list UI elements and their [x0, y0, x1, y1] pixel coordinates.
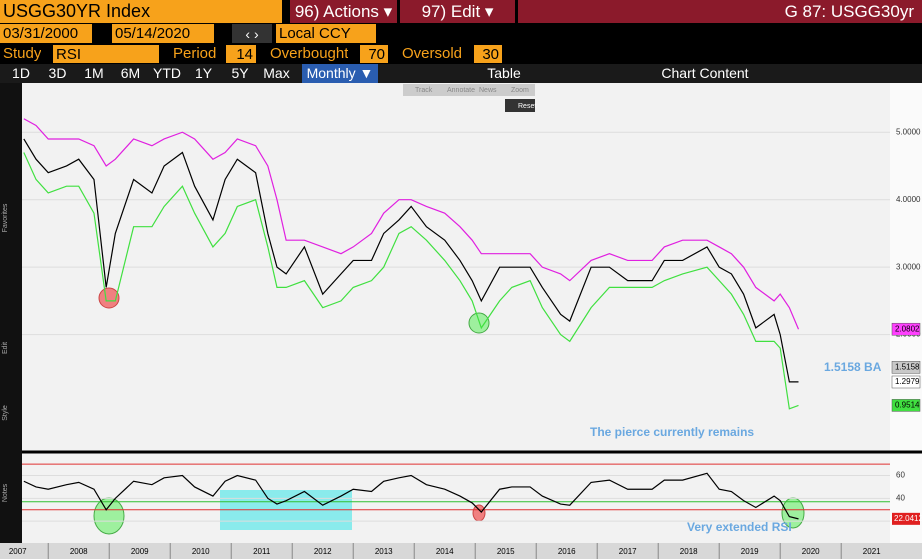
- y-tick-label: 40: [896, 493, 905, 502]
- annotation: The pierce currently remains: [590, 425, 754, 439]
- axis-background: [890, 83, 922, 543]
- x-tick-label: 2014: [436, 547, 454, 556]
- price-tag: [891, 322, 921, 336]
- frequency-button[interactable]: Monthly ▼: [302, 64, 378, 83]
- series-line: [23, 118, 800, 330]
- overlay-button: News: [479, 87, 497, 94]
- price-tag-label: 0.9514: [895, 400, 920, 409]
- page-title: G 87: USGG30yr: [518, 0, 922, 23]
- period-field[interactable]: 14: [226, 45, 256, 63]
- highlight-circle: [93, 497, 125, 535]
- range-bar: [0, 64, 922, 83]
- study-field[interactable]: RSI: [53, 45, 159, 63]
- range-button[interactable]: 5Y: [231, 65, 249, 81]
- x-tick-label: 2007: [9, 547, 27, 556]
- price-tag-label: 2.0802: [895, 324, 920, 333]
- x-tick-label: 2020: [802, 547, 820, 556]
- x-axis-bar: [0, 543, 922, 559]
- price-tag-label: 1.5158: [895, 362, 920, 371]
- period-label: Period: [173, 45, 217, 62]
- x-tick-label: 2018: [680, 547, 698, 556]
- annotation: Very extended RSI: [687, 520, 792, 534]
- y-tick-label: 3.0000: [896, 262, 921, 271]
- x-tick-label: 2012: [314, 547, 332, 556]
- x-tick-label: 2017: [619, 547, 637, 556]
- x-tick-label: 2009: [131, 547, 149, 556]
- y-tick-label: 60: [896, 471, 905, 480]
- y-tick-label: 5.0000: [896, 127, 921, 136]
- actions-menu[interactable]: 96) Actions ▾: [290, 0, 397, 23]
- y-tick-label: 4.0000: [896, 195, 921, 204]
- overlay-button: Zoom: [511, 87, 529, 94]
- overlay-bar: [403, 84, 535, 96]
- price-tag: [891, 399, 921, 412]
- oversold-field[interactable]: 30: [474, 45, 502, 63]
- x-tick-label: 2015: [497, 547, 515, 556]
- x-tick-label: 2019: [741, 547, 759, 556]
- currency-field[interactable]: Local CCY: [276, 24, 376, 43]
- chart: Favorites Edit Style Notes Track Annotate News…: [0, 83, 922, 559]
- range-button[interactable]: 3D: [48, 65, 67, 81]
- price-tag: [891, 361, 921, 374]
- highlight-circle: [472, 504, 486, 522]
- price-tag-label: 1.2979: [895, 377, 920, 386]
- range-button[interactable]: 1Y: [194, 65, 213, 81]
- side-tab: Edit: [2, 342, 9, 354]
- overlay-button: Track: [415, 87, 433, 94]
- oversold-label: Oversold: [402, 45, 463, 62]
- series-line: [23, 472, 799, 520]
- side-tab: Favorites: [2, 203, 9, 232]
- annotation: 1.5158 BA: [824, 360, 882, 374]
- side-tab: Style: [2, 405, 9, 421]
- rsi-tag: [892, 512, 920, 525]
- highlight-circle: [468, 312, 490, 334]
- ticker-field[interactable]: USGG30YR Index: [0, 0, 282, 23]
- reset-label: Reset: [518, 103, 536, 110]
- x-tick-label: 2011: [253, 547, 271, 556]
- edit-menu[interactable]: 97) Edit ▾: [400, 0, 515, 23]
- range-button[interactable]: 6M: [120, 65, 141, 81]
- series-line: [23, 152, 799, 410]
- end-date[interactable]: 05/14/2020: [112, 24, 214, 43]
- reset-button[interactable]: [505, 99, 535, 112]
- chart-content-button[interactable]: Chart Content: [661, 65, 749, 81]
- x-tick-label: 2010: [192, 547, 210, 556]
- x-tick-label: 2013: [375, 547, 393, 556]
- x-tick-label: 2008: [70, 547, 88, 556]
- plot-background: [22, 83, 922, 543]
- range-button[interactable]: Max: [263, 65, 290, 81]
- side-tab: Notes: [2, 483, 9, 502]
- series-line: [23, 138, 799, 383]
- x-tick-label: 2021: [863, 547, 881, 556]
- overbought-field[interactable]: 70: [360, 45, 388, 63]
- range-button[interactable]: 1D: [12, 65, 30, 81]
- side-toolbar: [0, 83, 22, 559]
- overlay-button: Annotate: [447, 87, 475, 94]
- x-tick-label: 2016: [558, 547, 576, 556]
- nav-arrows[interactable]: ‹ ›: [232, 24, 272, 43]
- range-button[interactable]: 1M: [84, 65, 104, 81]
- study-label: Study: [3, 45, 42, 62]
- rsi-tag-label: 22.0412: [894, 514, 922, 523]
- price-tag: [891, 375, 921, 389]
- start-date[interactable]: 03/31/2000: [0, 24, 92, 43]
- overbought-label: Overbought: [270, 45, 349, 62]
- highlight-circle: [98, 287, 120, 309]
- range-button[interactable]: YTD: [153, 65, 181, 81]
- table-button[interactable]: Table: [487, 65, 521, 81]
